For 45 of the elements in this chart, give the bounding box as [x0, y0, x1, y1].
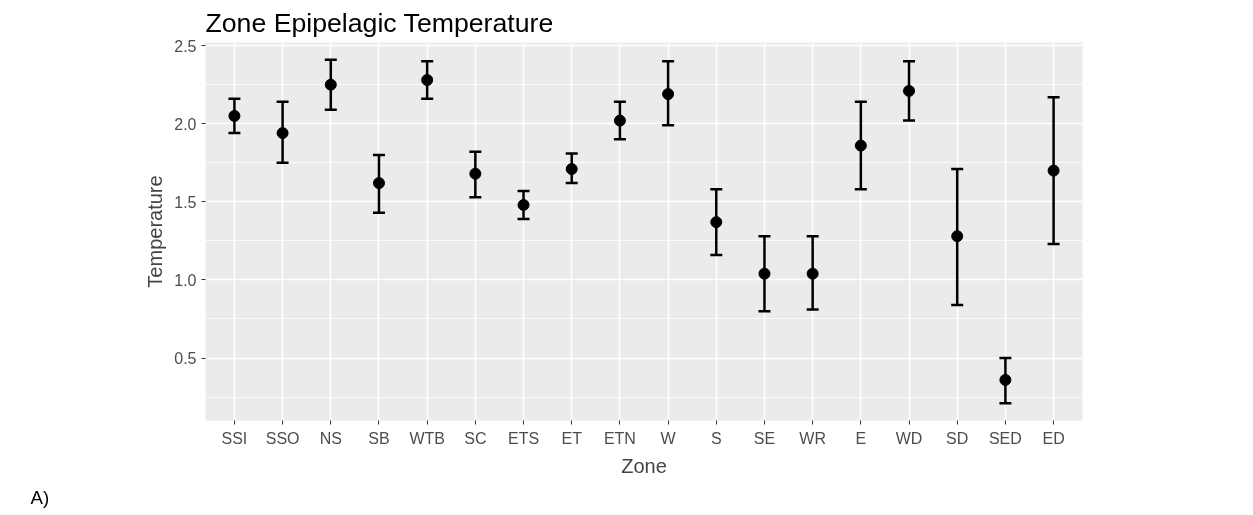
point — [854, 139, 867, 152]
x-tick-label: SSI — [221, 429, 248, 447]
point — [806, 267, 819, 280]
x-tick-label: SED — [988, 429, 1022, 447]
point — [951, 230, 964, 243]
point — [324, 78, 337, 91]
x-tick-label: WTB — [409, 429, 445, 447]
point — [999, 373, 1012, 386]
x-tick-label: ED — [1042, 429, 1065, 447]
x-tick-label: SC — [464, 429, 487, 447]
point — [662, 88, 675, 101]
y-tick-label: 1.5 — [174, 193, 197, 211]
x-tick-label: SD — [946, 429, 969, 447]
x-tick-label: W — [660, 429, 677, 447]
point — [565, 163, 578, 176]
chart-title: Zone Epipelagic Temperature — [205, 7, 554, 38]
point — [1047, 164, 1060, 177]
text: A) — [30, 486, 50, 508]
x-tick-label: WR — [799, 429, 826, 447]
point — [710, 216, 723, 229]
y-tick-label: 2.5 — [174, 37, 197, 55]
point — [758, 267, 771, 280]
point — [469, 167, 482, 180]
point — [228, 109, 241, 122]
x-tick-label: S — [710, 429, 722, 447]
point — [276, 127, 289, 140]
point — [421, 74, 434, 86]
point — [903, 84, 916, 97]
x-axis-title: Zone — [621, 454, 667, 477]
y-tick-label: 1.0 — [174, 271, 197, 289]
x-tick-label: SE — [753, 429, 776, 447]
point — [517, 198, 530, 211]
x-tick-label: E — [855, 429, 867, 447]
x-tick-label: ETS — [507, 429, 540, 447]
point — [372, 177, 385, 190]
x-tick-label: NS — [319, 429, 342, 447]
y-tick-label: 0.5 — [174, 350, 197, 368]
point — [613, 114, 626, 127]
y-axis-title: Temperature — [144, 175, 167, 288]
x-tick-label: SB — [368, 429, 390, 447]
x-tick-label: SSO — [265, 429, 300, 447]
x-tick-label: ET — [561, 429, 583, 447]
y-tick-label: 2.0 — [174, 115, 197, 133]
x-tick-label: ETN — [603, 429, 636, 447]
x-tick-label: WD — [895, 429, 923, 447]
